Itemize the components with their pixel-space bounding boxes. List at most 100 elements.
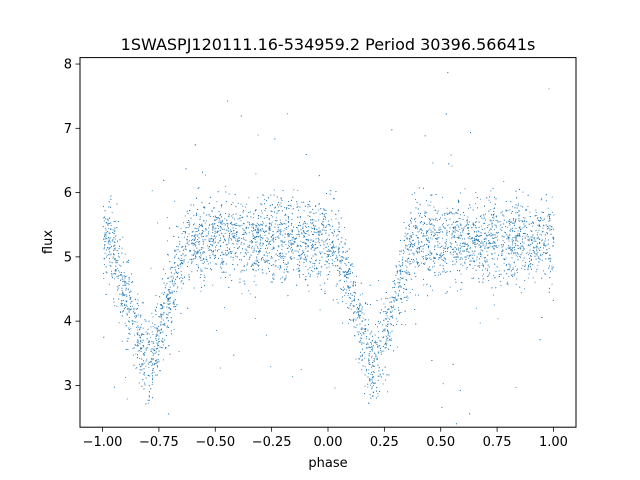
data-point: [475, 243, 477, 245]
data-point: [528, 261, 530, 263]
data-point: [119, 256, 121, 258]
data-point: [313, 234, 314, 236]
data-point: [352, 300, 354, 302]
data-point: [160, 332, 162, 334]
data-point: [371, 335, 373, 337]
data-point: [220, 277, 222, 279]
data-point: [446, 271, 448, 273]
data-point: [332, 198, 334, 200]
data-point: [522, 265, 524, 267]
data-point: [247, 246, 249, 248]
data-point: [256, 256, 258, 258]
data-point: [497, 235, 499, 237]
data-point: [507, 209, 509, 211]
data-point: [242, 234, 244, 235]
data-point: [418, 262, 419, 264]
data-point: [542, 270, 544, 272]
data-point: [168, 289, 170, 290]
data-point: [545, 253, 546, 254]
data-point: [325, 230, 327, 231]
data-point: [248, 197, 250, 199]
data-point: [291, 258, 292, 260]
data-point: [278, 209, 280, 211]
data-point: [473, 239, 475, 241]
data-point: [263, 203, 265, 205]
data-point: [189, 240, 190, 242]
data-point: [103, 247, 105, 249]
data-point: [478, 281, 480, 283]
data-point: [125, 376, 126, 378]
data-point: [468, 230, 470, 232]
data-point: [152, 372, 154, 374]
data-point: [347, 294, 349, 296]
data-point: [323, 229, 325, 231]
data-point: [189, 259, 191, 260]
data-point: [166, 217, 168, 219]
data-point: [346, 273, 348, 275]
data-point: [200, 224, 202, 226]
data-point: [247, 212, 249, 213]
data-point: [445, 292, 447, 294]
data-point: [535, 258, 537, 260]
data-point: [126, 305, 128, 307]
data-point: [325, 232, 327, 234]
data-point: [243, 266, 245, 267]
data-point: [508, 237, 510, 239]
data-point: [364, 385, 366, 387]
data-point: [418, 247, 420, 248]
data-point: [372, 365, 374, 367]
data-point: [130, 281, 132, 283]
data-point: [521, 241, 523, 243]
data-point: [183, 236, 185, 238]
data-point: [541, 234, 542, 236]
data-point: [328, 224, 330, 225]
data-point: [216, 245, 218, 247]
data-point: [376, 341, 378, 343]
data-point: [213, 250, 214, 252]
data-point: [215, 218, 217, 220]
data-point: [511, 211, 513, 213]
data-point: [303, 230, 304, 231]
data-point: [462, 242, 464, 244]
data-point: [515, 235, 517, 237]
data-point: [383, 350, 385, 352]
data-point: [436, 212, 438, 214]
data-point: [511, 242, 513, 244]
data-point: [308, 204, 310, 206]
data-point: [525, 232, 527, 234]
data-point: [259, 242, 261, 244]
data-point: [200, 290, 202, 292]
data-point: [109, 254, 111, 256]
data-point: [344, 288, 346, 290]
data-point: [352, 305, 354, 306]
data-point: [552, 245, 554, 246]
data-point: [530, 259, 532, 261]
data-point: [386, 315, 388, 317]
data-point: [260, 236, 262, 238]
data-point: [461, 258, 463, 260]
data-point: [502, 214, 504, 216]
data-point: [508, 275, 510, 277]
data-point: [274, 261, 276, 263]
data-point: [515, 218, 517, 220]
data-point: [399, 282, 401, 283]
data-point: [545, 224, 547, 226]
data-point: [160, 324, 162, 326]
data-point: [149, 399, 151, 401]
data-point: [157, 344, 159, 345]
data-point: [261, 210, 262, 212]
data-point: [206, 245, 208, 247]
data-point: [157, 303, 159, 305]
data-point: [439, 242, 441, 244]
data-point: [240, 220, 242, 222]
data-point: [115, 262, 117, 264]
data-point: [154, 346, 156, 347]
data-point: [233, 236, 235, 237]
data-point: [342, 301, 344, 303]
data-point: [133, 315, 135, 317]
data-point: [185, 232, 186, 234]
data-point: [537, 217, 539, 218]
data-point: [477, 235, 479, 237]
data-point: [104, 252, 106, 254]
data-point: [254, 263, 256, 265]
